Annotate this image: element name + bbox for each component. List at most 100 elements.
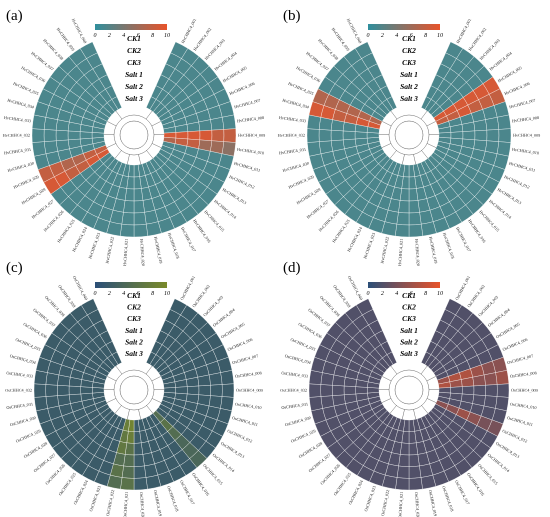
heatmap-cell: [408, 212, 422, 226]
gene-label: OsCHHC4_015: [477, 463, 499, 486]
gene-label: OsCHHC4_038: [44, 295, 66, 318]
gene-label: HvCHHC4_021: [122, 239, 129, 267]
gene-label: OsCHHC4_037: [307, 307, 331, 328]
heatmap-cell: [133, 454, 145, 467]
colorbar-tick-label: 0: [367, 291, 370, 297]
gene-label: HvCHHC4_019: [428, 236, 438, 264]
gene-label: OsCHHC4_034: [9, 353, 37, 365]
gene-label: OsCHHC4_029: [15, 428, 42, 443]
gene-label: HvCHHC4_016: [192, 218, 212, 243]
gene-label: OsCHHC4_031: [6, 401, 33, 410]
gene-label: OsCHHC4_016: [191, 472, 210, 497]
gene-label: OsCHHC4_012: [502, 428, 529, 443]
heatmap-cell: [45, 395, 60, 409]
gene-label: OsCHHC4_023: [88, 485, 102, 512]
gene-label: HvCHHC4_028: [296, 187, 322, 206]
heatmap-cell: [32, 114, 46, 130]
gene-label: OsCHHC4_022: [380, 489, 390, 516]
colorbar-tick-label: 8: [424, 291, 427, 297]
gene-label: OsCHHC4_032: [5, 388, 32, 393]
gene-label: HvCHHC4_037: [305, 51, 329, 72]
heatmap-panel-d: (d)OsCHHC4_001OsCHHC4_002OsCHHC4_003OsCH…: [280, 260, 538, 517]
ring-label: CK3: [127, 314, 141, 323]
heatmap-cell: [309, 396, 323, 412]
heatmap-cell: [474, 129, 488, 141]
gene-label: OsCHHC4_013: [220, 441, 245, 459]
colorbar-tick-label: 6: [410, 33, 413, 39]
dendrogram: [379, 110, 439, 165]
dendrogram: [104, 110, 164, 165]
gene-label: HvCHHC4_032: [3, 133, 30, 138]
gene-label: OsCHHC4_021: [122, 492, 129, 517]
colorbar-tick-label: 6: [137, 33, 140, 39]
heatmap-cell: [498, 128, 512, 143]
heatmap-cell: [486, 129, 500, 142]
gene-label: OsCHHC4_009: [511, 388, 538, 393]
heatmap-cell: [133, 442, 144, 456]
gene-label: HvCHHC4_035: [287, 81, 314, 96]
heatmap-cell: [198, 385, 211, 396]
colorbar-tick-label: 2: [381, 33, 384, 39]
heatmap-cell: [367, 387, 380, 394]
heatmap-cell: [80, 386, 93, 395]
gene-label: OsCHHC4_024: [347, 478, 364, 505]
gene-label: OsCHHC4_036: [297, 321, 323, 339]
heatmap-cell: [121, 212, 135, 226]
gene-label: OsCHHC4_024: [72, 478, 89, 505]
gene-label: HvCHHC4_022: [104, 236, 114, 264]
gene-label: OsCHHC4_026: [319, 463, 341, 486]
heatmap-cell: [495, 370, 509, 385]
gene-label: OsCHHC4_015: [202, 463, 224, 486]
colorbar-tick-label: 2: [108, 291, 111, 297]
gene-label: OsCHHC4_037: [32, 307, 56, 328]
heatmap-cell: [67, 130, 81, 141]
heatmap-cell: [306, 128, 320, 143]
gene-label: HvCHHC4_020: [414, 239, 421, 267]
gene-label: HvCHHC4_015: [478, 209, 500, 232]
heatmap-cell: [462, 130, 476, 141]
gene-label: OsCHHC4_016: [466, 472, 485, 497]
heatmap-cell: [408, 477, 423, 491]
gene-label: OsCHHC4_033: [281, 370, 308, 378]
gene-label: HvCHHC4_015: [203, 209, 225, 232]
gene-label: HvCHHC4_021: [397, 239, 404, 267]
gene-label: HvCHHC4_001: [455, 18, 472, 44]
heatmap-cell: [123, 454, 135, 467]
gene-label: HvCHHC4_036: [295, 65, 321, 83]
gene-label: HvCHHC4_008: [237, 115, 265, 123]
panel-letter: (a): [6, 8, 23, 24]
heatmap-cell: [342, 130, 356, 141]
heatmap-cell: [133, 223, 149, 238]
colorbar-tick-label: 10: [437, 291, 443, 297]
colorbar-tick-label: 6: [137, 291, 140, 297]
gene-label: HvCHHC4_032: [278, 133, 305, 138]
gene-label: OsCHHC4_035: [290, 337, 317, 352]
colorbar-tick-label: 10: [164, 291, 170, 297]
gene-label: OsCHHC4_036: [22, 321, 48, 339]
heatmap-cell: [308, 383, 322, 398]
gene-label: OsCHHC4_019: [153, 489, 163, 516]
colorbar-tick-label: 6: [410, 291, 413, 297]
gene-label: HvCHHC4_024: [346, 225, 363, 252]
gene-label: OsCHHC4_028: [23, 441, 48, 459]
heatmap-cell: [211, 129, 225, 142]
gene-label: HvCHHC4_010: [512, 147, 540, 156]
ring-label: CK1: [127, 291, 141, 300]
gene-label: OsCHHC4_030: [284, 415, 311, 427]
gene-label: OsCHHC4_030: [9, 415, 36, 427]
heatmap-cell: [91, 132, 105, 139]
gene-label: HvCHHC4_013: [222, 187, 248, 206]
heatmap-cell: [223, 128, 237, 143]
gene-label: HvCHHC4_004: [213, 50, 238, 71]
gene-label: HvCHHC4_040: [346, 18, 363, 44]
ring-label: CK2: [402, 303, 416, 312]
gene-label: OsCHHC4_025: [333, 472, 352, 497]
gene-label: OsCHHC4_028: [298, 441, 323, 459]
heatmap-cell: [320, 395, 335, 409]
heatmap-cell: [175, 386, 188, 395]
gene-label: HvCHHC4_023: [362, 232, 376, 259]
gene-label: HvCHHC4_009: [238, 133, 265, 138]
gene-label: HvCHHC4_013: [497, 187, 523, 206]
heatmap-cell: [199, 129, 213, 141]
